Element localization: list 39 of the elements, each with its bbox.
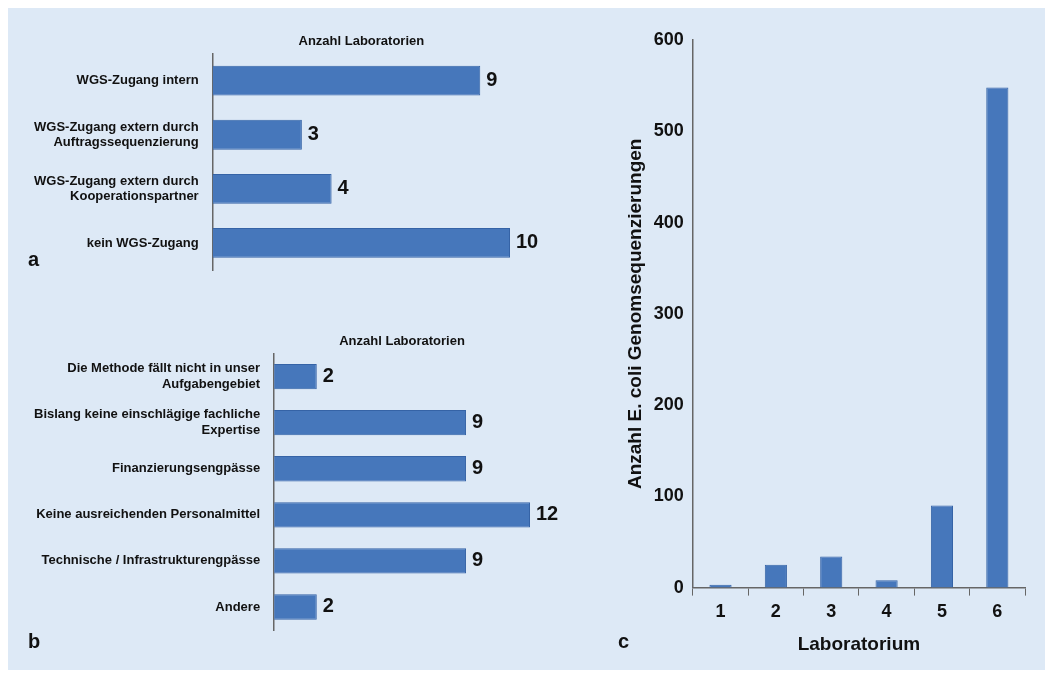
x-axis-title: Anzahl Laboratorien (298, 33, 425, 49)
data-label: 4 (337, 176, 350, 199)
data-label: 3 (307, 122, 319, 145)
x-tick-label: 5 (936, 601, 947, 622)
data-label: 9 (472, 456, 484, 479)
text: a (28, 248, 40, 271)
y-tick-label: Bislang keine einschlägige fachliche Expertise (33, 406, 261, 438)
y-tick-label: 600 (653, 28, 684, 49)
y-tick-label: WGS-Zugang extern durch Auftragssequenzierung (34, 118, 199, 150)
y-tick-label: Technische / Infrastrukturengpässe (41, 552, 261, 568)
x-tick-label: 2 (770, 601, 781, 622)
y-tick-label: WGS-Zugang intern (76, 72, 199, 88)
x-tick-label: 4 (881, 601, 892, 622)
y-tick-label: Finanzierungsengpässe (112, 460, 261, 476)
data-label: 9 (472, 410, 484, 433)
data-label: 10 (516, 230, 539, 253)
x-tick-label: 3 (826, 601, 837, 622)
x-tick-label: 6 (992, 601, 1003, 622)
y-tick-label: 100 (653, 485, 684, 506)
y-tick-label: kein WGS-Zugang (86, 234, 199, 250)
text: c (618, 630, 630, 653)
data-label: 9 (486, 68, 498, 91)
x-tick-label: 1 (715, 601, 726, 622)
data-label: 9 (472, 548, 484, 571)
y-tick-label: 200 (653, 394, 684, 415)
y-tick-label: WGS-Zugang extern durch Kooperationspartner (34, 172, 199, 204)
data-label: 2 (322, 364, 334, 387)
y-axis-title: Anzahl E. coli Genomsequenzierungen (623, 138, 645, 490)
y-tick-label: 400 (653, 211, 684, 232)
y-tick-label: 0 (673, 576, 684, 597)
x-axis-title: Anzahl Laboratorien (339, 333, 465, 349)
y-tick-label: 300 (653, 302, 684, 323)
text: b (28, 630, 41, 653)
y-tick-label: Andere (215, 598, 261, 614)
x-axis-title: Laboratorium (797, 632, 921, 654)
data-label: 12 (536, 502, 559, 525)
y-tick-label: Die Methode fällt nicht in unser Aufgabengebiet (67, 360, 261, 392)
y-tick-label: 500 (653, 120, 684, 141)
y-tick-label: Keine ausreichenden Personalmittel (36, 506, 261, 522)
